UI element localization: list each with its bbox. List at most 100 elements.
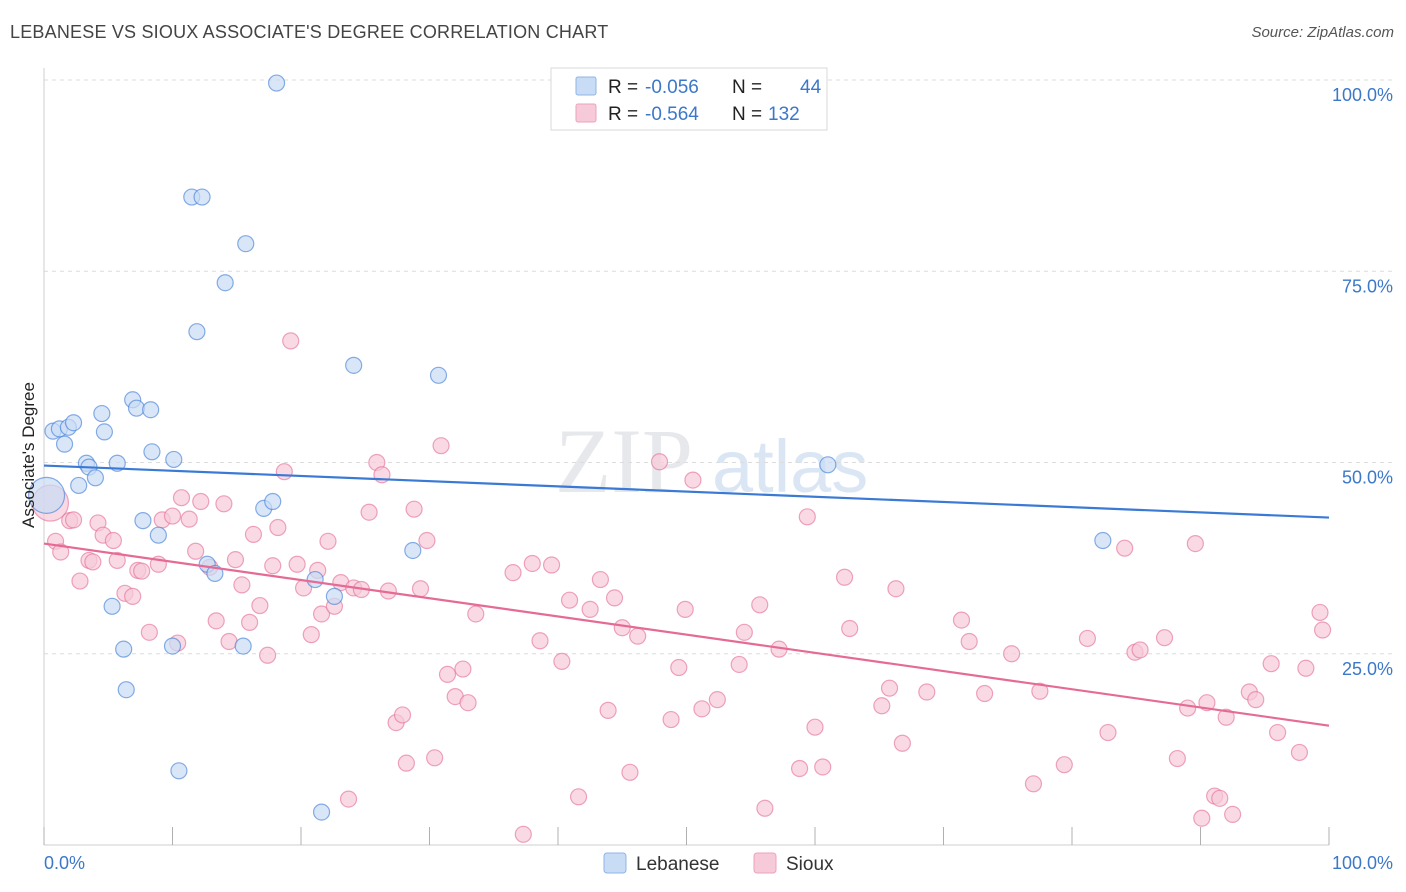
sioux-point xyxy=(426,749,444,767)
sioux-point xyxy=(670,658,688,677)
sioux-point xyxy=(569,788,588,806)
sioux-n-label: N = xyxy=(732,104,762,125)
lebanese-point xyxy=(117,681,135,699)
sioux-point xyxy=(960,632,978,651)
sioux-point xyxy=(1055,756,1073,774)
sioux-point xyxy=(806,718,824,736)
sioux-point xyxy=(1099,723,1117,742)
sioux-bottom-label: Sioux xyxy=(786,854,834,875)
sioux-point xyxy=(735,623,753,641)
sioux-point xyxy=(393,706,412,724)
sioux-point xyxy=(613,619,631,637)
y-tick-label-75: 75.0% xyxy=(1342,276,1393,296)
sioux-point xyxy=(560,591,579,609)
sioux-point xyxy=(880,679,899,697)
x-tick-max: 100.0% xyxy=(1332,853,1393,873)
sioux-point xyxy=(756,799,774,817)
sioux-point xyxy=(459,694,477,712)
lebanese-points xyxy=(27,74,1112,821)
lebanese-point xyxy=(345,356,363,374)
sioux-point xyxy=(215,495,233,513)
sioux-point xyxy=(467,605,485,623)
sioux-point xyxy=(621,763,639,781)
sioux-point xyxy=(751,596,769,614)
sioux-point xyxy=(1313,621,1332,639)
sioux-point xyxy=(258,646,277,664)
sioux-point xyxy=(275,463,293,481)
x-tick-min: 0.0% xyxy=(44,853,85,873)
lebanese-point xyxy=(143,443,161,461)
sioux-point xyxy=(1024,775,1043,793)
sioux-point xyxy=(187,542,205,560)
sioux-point xyxy=(1268,723,1287,742)
lebanese-point xyxy=(312,803,331,821)
lebanese-bottom-swatch xyxy=(603,852,627,874)
lebanese-point xyxy=(95,423,113,441)
sioux-point xyxy=(814,758,832,776)
sioux-point xyxy=(1311,603,1329,622)
sioux-point xyxy=(835,568,854,586)
lebanese-point xyxy=(325,587,344,605)
lebanese-point xyxy=(70,476,88,495)
sioux-point xyxy=(104,531,122,550)
sioux-point xyxy=(397,754,415,772)
sioux-point xyxy=(918,683,936,701)
sioux-point xyxy=(124,587,142,605)
sioux-point xyxy=(1217,708,1235,726)
lebanese-point xyxy=(163,637,182,655)
sioux-point xyxy=(302,626,320,644)
sioux-point xyxy=(1131,641,1149,659)
sioux-point xyxy=(163,507,182,525)
y-tick-label-50: 50.0% xyxy=(1342,468,1393,488)
sioux-point xyxy=(180,510,198,528)
sioux-point xyxy=(133,562,151,580)
sioux-point xyxy=(542,556,561,574)
sioux-point xyxy=(418,531,436,550)
sioux-point xyxy=(952,611,971,629)
lebanese-point xyxy=(237,235,255,253)
sioux-point xyxy=(226,551,245,569)
lebanese-r-label: R = xyxy=(608,77,638,98)
lebanese-point xyxy=(134,512,152,530)
sioux-point xyxy=(233,576,251,594)
sioux-point xyxy=(1247,691,1265,709)
sioux-point xyxy=(887,580,905,598)
lebanese-legend-swatch xyxy=(575,76,597,96)
sioux-bottom-swatch xyxy=(753,852,777,874)
lebanese-n-label: N = xyxy=(732,77,762,98)
lebanese-point xyxy=(27,476,66,514)
lebanese-point xyxy=(93,404,111,423)
lebanese-point xyxy=(429,366,448,384)
sioux-point xyxy=(591,570,610,589)
lebanese-trend-line xyxy=(43,464,1330,519)
sioux-point xyxy=(241,613,259,631)
sioux-point xyxy=(312,605,331,623)
sioux-point xyxy=(405,500,423,518)
sioux-point xyxy=(523,554,541,573)
series-legend: Lebanese Sioux xyxy=(603,852,834,875)
axes xyxy=(43,68,1330,846)
lebanese-bottom-label: Lebanese xyxy=(636,854,719,875)
sioux-point xyxy=(662,710,680,729)
sioux-n-value: 132 xyxy=(768,104,800,125)
lebanese-point xyxy=(64,414,83,432)
sioux-point xyxy=(1262,655,1280,673)
sioux-point xyxy=(581,600,599,618)
sioux-point xyxy=(1031,682,1049,700)
sioux-point xyxy=(1193,809,1211,827)
sioux-point xyxy=(1168,749,1186,768)
sioux-point xyxy=(251,596,269,615)
sioux-point xyxy=(244,525,263,544)
sioux-point xyxy=(84,553,102,571)
lebanese-point xyxy=(234,637,252,655)
sioux-point xyxy=(1297,659,1315,677)
sioux-point xyxy=(454,660,472,678)
sioux-point xyxy=(629,627,647,645)
lebanese-point xyxy=(115,640,133,658)
lebanese-point xyxy=(819,456,837,474)
sioux-point xyxy=(553,652,571,671)
y-tick-label-25: 25.0% xyxy=(1342,659,1393,679)
lebanese-point xyxy=(216,274,234,292)
sioux-point xyxy=(52,543,70,561)
